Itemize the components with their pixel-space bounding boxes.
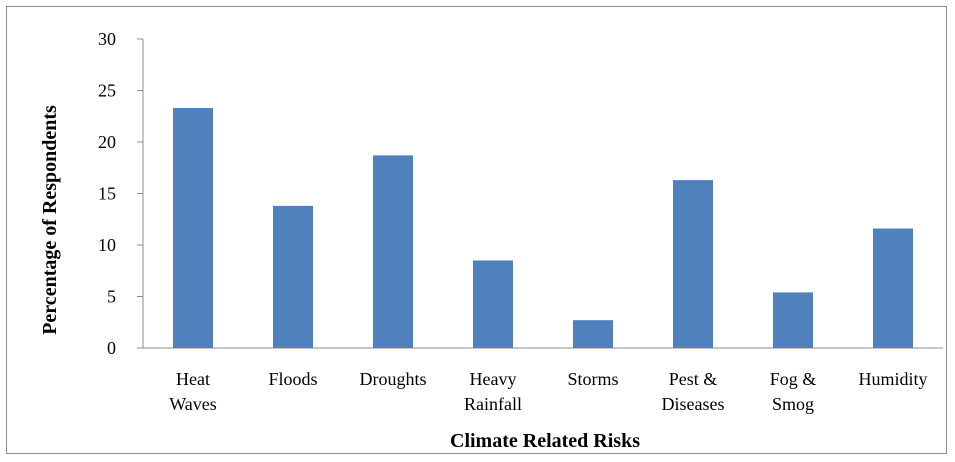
x-axis-categories: Heat Waves Floods Droughts Heavy Rainfall Stor… (169, 369, 927, 414)
x-tick-label: Heavy Rainfall (464, 369, 522, 414)
x-tick-label: Storms (567, 369, 618, 389)
x-tick-label: Droughts (360, 369, 427, 389)
y-axis-ticks: 0 5 10 15 20 25 30 (98, 29, 143, 358)
bar (473, 260, 513, 348)
chart-frame (6, 6, 947, 454)
bar (573, 320, 613, 348)
y-tick-label: 5 (107, 287, 116, 307)
y-tick-label: 15 (98, 184, 116, 204)
y-tick-label: 10 (98, 235, 116, 255)
x-tick-label: Humidity (858, 369, 927, 389)
x-tick-label: Fog & Smog (770, 369, 817, 414)
x-axis-title: Climate Related Risks (450, 430, 640, 452)
bar (773, 292, 813, 348)
bar (373, 155, 413, 348)
bars-group (173, 108, 913, 348)
x-tick-label: Heat Waves (169, 369, 217, 414)
bar (873, 228, 913, 348)
bar (273, 205, 313, 348)
y-tick-label: 25 (98, 81, 116, 101)
y-tick-label: 20 (98, 132, 116, 152)
y-tick-label: 0 (107, 338, 116, 358)
bar (173, 108, 213, 348)
x-tick-label: Floods (268, 369, 317, 389)
y-tick-label: 30 (98, 29, 116, 49)
bar (673, 180, 713, 348)
y-axis-title: Percentage of Respondents (39, 105, 61, 335)
x-tick-label: Pest & Diseases (662, 369, 725, 414)
